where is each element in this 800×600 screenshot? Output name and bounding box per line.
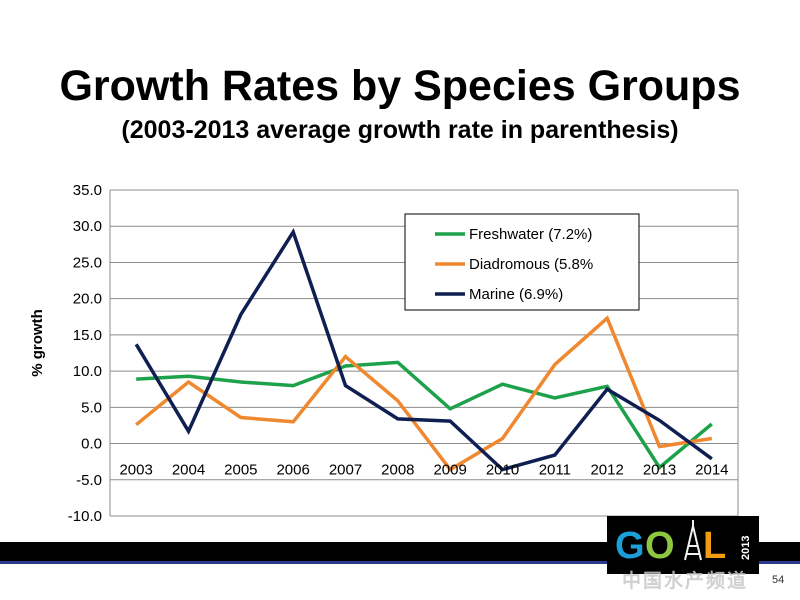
watermark-text: 中国水产频道 bbox=[622, 571, 749, 592]
y-tick-label: 25.0 bbox=[73, 254, 102, 271]
x-tick-label: 2010 bbox=[486, 462, 519, 479]
x-tick-labels: 2003 2004 2005 2006 2007 2008 2009 2010 2011 2012… bbox=[119, 462, 728, 479]
x-tick-label: 2007 bbox=[329, 462, 362, 479]
series-lines bbox=[134, 227, 713, 472]
legend-entry: Freshwater (7.2%) bbox=[469, 226, 592, 243]
y-tick-label: -10.0 bbox=[68, 508, 102, 525]
y-tick-label: 20.0 bbox=[73, 291, 102, 308]
x-tick-label: 2009 bbox=[433, 462, 466, 479]
y-tick-label: 0.0 bbox=[81, 436, 102, 453]
logo-letter-l: L bbox=[703, 525, 726, 567]
legend-entry: Marine (6.9%) bbox=[469, 286, 563, 303]
y-tick-label: -5.0 bbox=[76, 472, 102, 489]
page-number: 54 bbox=[772, 574, 785, 586]
x-tick-label: 2013 bbox=[643, 462, 676, 479]
y-axis-label: % growth bbox=[29, 309, 46, 377]
y-tick-label: 35.0 bbox=[73, 182, 102, 199]
series-line-1 bbox=[136, 360, 713, 471]
series-line-2 bbox=[135, 315, 713, 472]
slide-subtitle: (2003-2013 average growth rate in parent… bbox=[121, 116, 679, 144]
y-tick-label: 5.0 bbox=[81, 399, 102, 416]
slide-title: Growth Rates by Species Groups bbox=[59, 62, 741, 110]
x-tick-label: 2006 bbox=[276, 462, 309, 479]
logo-letter-o: O bbox=[645, 525, 675, 567]
x-tick-label: 2003 bbox=[119, 462, 152, 479]
footer-accent-bar bbox=[0, 561, 800, 564]
logo-year: 2013 bbox=[740, 536, 752, 560]
y-tick-label: 30.0 bbox=[73, 218, 102, 235]
logo-letter-g: G bbox=[615, 525, 645, 567]
eiffel-tower-icon bbox=[684, 520, 702, 561]
legend-entry: Diadromous (5.8% bbox=[469, 256, 593, 273]
series-line-3 bbox=[134, 227, 713, 472]
goal-logo: G O L 2013 bbox=[607, 516, 759, 574]
y-tick-label: 10.0 bbox=[73, 363, 102, 380]
x-tick-label: 2005 bbox=[224, 462, 257, 479]
footer-bar bbox=[0, 542, 800, 562]
x-tick-label: 2012 bbox=[590, 462, 623, 479]
x-tick-label: 2008 bbox=[381, 462, 414, 479]
y-tick-label: 15.0 bbox=[73, 327, 102, 344]
legend: Freshwater (7.2%) Diadromous (5.8% Marine … bbox=[404, 213, 640, 311]
line-chart: -10.0-5.00.05.010.015.020.025.030.035.0 … bbox=[29, 182, 739, 525]
x-tick-label: 2014 bbox=[695, 462, 728, 479]
x-tick-label: 2011 bbox=[539, 462, 571, 479]
x-tick-label: 2004 bbox=[172, 462, 205, 479]
y-tick-labels: -10.0 -5.0 0.0 5.0 10.0 15.0 20.0 25.0 30.0 35.0 bbox=[68, 182, 102, 525]
